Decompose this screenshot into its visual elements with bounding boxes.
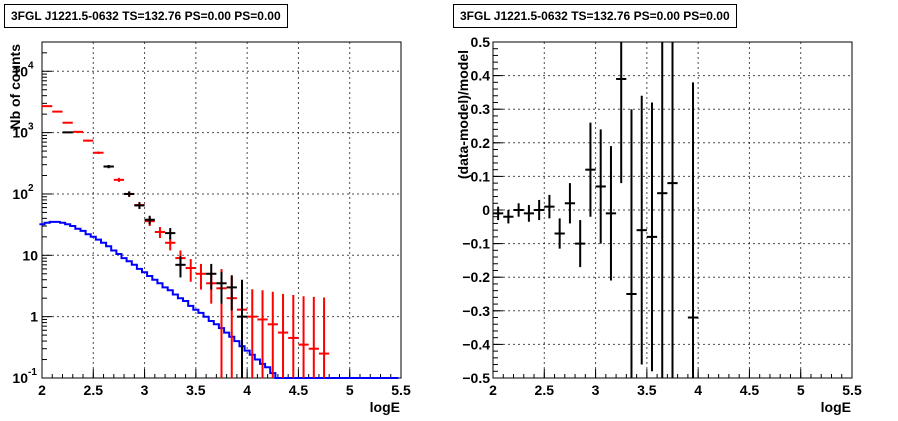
model-curve-line <box>39 220 399 379</box>
left-y-tick-label-exponent: 3 <box>28 122 34 133</box>
right-y-tick-label: −0.4 <box>462 336 490 352</box>
left-y-tick-label-exponent: 2 <box>28 183 34 194</box>
right-x-tick-label: 5.5 <box>842 382 862 398</box>
right-x-axis-label: logE <box>821 399 851 415</box>
title-box-right: 3FGL J1221.5-0632 TS=132.76 PS=0.00 PS=0… <box>453 4 737 28</box>
left-x-tick-label: 2 <box>38 382 46 398</box>
left-y-tick-label-exponent: -1 <box>28 367 37 378</box>
left-x-tick-label: 5.5 <box>391 382 411 398</box>
title-box-left: 3FGL J1221.5-0632 TS=132.76 PS=0.00 PS=0… <box>4 4 288 28</box>
left-y-tick-label: 1 <box>30 309 38 325</box>
left-x-tick-label: 4.5 <box>289 382 309 398</box>
left-x-tick-label: 2.5 <box>84 382 104 398</box>
left-y-axis-label: Nb of counts <box>7 44 23 130</box>
chart-title-left: 3FGL J1221.5-0632 TS=132.76 PS=0.00 PS=0… <box>11 9 281 23</box>
right-y-tick-label: 0.2 <box>471 135 491 151</box>
left-y-tick-label: 10 <box>12 125 28 141</box>
right-y-tick-label: −0.5 <box>462 370 490 386</box>
right-x-tick-label: 4 <box>694 382 702 398</box>
right-y-tick-label: −0.1 <box>462 236 490 252</box>
right-y-tick-label: −0.2 <box>462 269 490 285</box>
left-x-tick-label: 3.5 <box>186 382 206 398</box>
right-y-tick-label: −0.3 <box>462 303 490 319</box>
right-y-tick-label: 0 <box>482 202 490 218</box>
left-y-tick-label: 10 <box>12 186 28 202</box>
right-x-tick-label: 3 <box>592 382 600 398</box>
right-y-tick-label: 0.4 <box>471 68 491 84</box>
right-y-tick-label: 0.1 <box>471 168 491 184</box>
left-x-tick-label: 3 <box>141 382 149 398</box>
left-y-tick-label: 10 <box>12 370 28 386</box>
right-y-tick-label: 0.5 <box>471 34 491 50</box>
right-y-axis-label: (data-model)/model <box>455 50 471 179</box>
left-x-axis-label: logE <box>370 399 400 415</box>
left-y-tick-label: 10 <box>12 63 28 79</box>
left-x-tick-label: 5 <box>346 382 354 398</box>
right-x-tick-label: 5 <box>797 382 805 398</box>
left-y-tick-label-exponent: 4 <box>28 60 34 71</box>
left-y-tick-label: 10 <box>22 247 38 263</box>
right-x-tick-label: 3.5 <box>637 382 657 398</box>
chart-title-right: 3FGL J1221.5-0632 TS=132.76 PS=0.00 PS=0… <box>460 9 730 23</box>
right-x-tick-label: 2 <box>489 382 497 398</box>
right-x-tick-label: 2.5 <box>535 382 555 398</box>
left-x-tick-label: 4 <box>243 382 251 398</box>
right-y-tick-label: 0.3 <box>471 101 491 117</box>
right-x-tick-label: 4.5 <box>740 382 760 398</box>
